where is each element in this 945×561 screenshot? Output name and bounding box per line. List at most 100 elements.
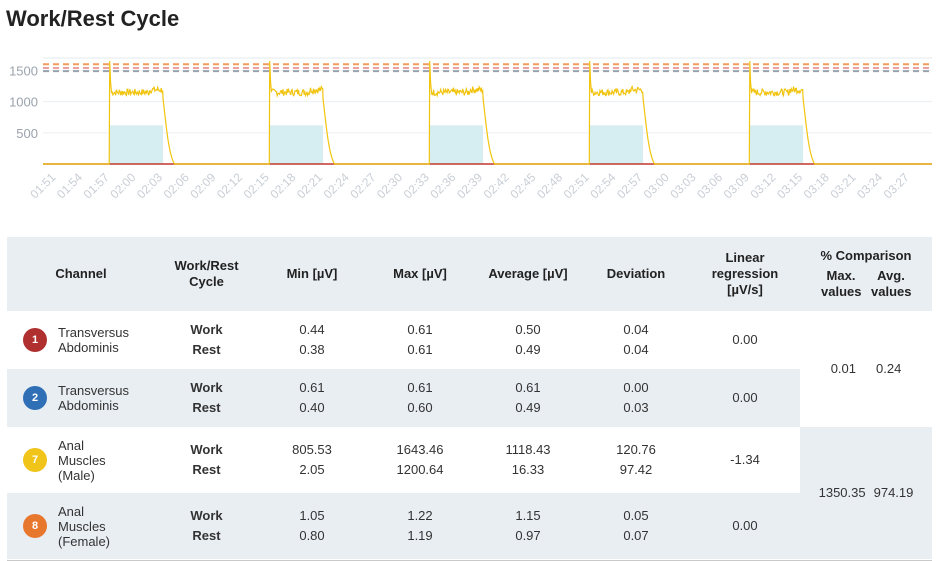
y-tick-label: 1000 [9,95,38,110]
x-tick-label: 02:09 [187,170,218,201]
dev-work: 0.04 [623,322,649,337]
x-tick-label: 02:15 [241,170,272,201]
y-tick-label: 500 [16,126,38,141]
dev-rest: 97.42 [619,462,653,477]
min-rest: 0.40 [299,400,325,415]
channel-badge: 7 [23,448,47,472]
header-max: Max [µV] [366,237,474,311]
work-period-band [749,125,804,164]
table-row: 8 Anal Muscles (Female) Work Rest 1.05 0.80… [7,493,932,559]
table-header-row: Channel Work/Rest Cycle Min [µV] Max [µV… [7,237,932,311]
cycle-work: Work [190,380,223,395]
y-tick-label: 1500 [9,63,38,78]
avg-rest: 0.49 [515,342,541,357]
min-work: 805.53 [292,442,332,457]
avg-rest: 16.33 [511,462,545,477]
max-work: 1643.46 [396,442,444,457]
avg-work: 0.61 [515,380,541,395]
cycle-rest: Rest [192,400,221,415]
cycle-work: Work [190,508,223,523]
max-rest: 0.60 [407,400,433,415]
header-deviation: Deviation [582,237,690,311]
work-period-band [269,125,324,164]
x-tick-label: 01:54 [54,170,85,201]
x-tick-label: 01:51 [27,170,58,201]
x-tick-label: 02:06 [161,170,192,201]
table-row: 7 Anal Muscles (Male) Work Rest 805.53 2.05… [7,427,932,559]
linear-regression-value: 0.00 [690,311,800,369]
avg-rest: 0.49 [515,400,541,415]
x-tick-label: 03:18 [801,170,832,201]
min-rest: 0.80 [299,528,325,543]
header-channel: Channel [7,237,155,311]
comparison-avg-value: 0.24 [876,361,902,376]
header-comparison-avg: Avg. values [871,268,912,299]
min-rest: 2.05 [299,462,325,477]
x-tick-label: 02:24 [321,170,352,201]
x-tick-label: 03:09 [721,170,752,201]
comparison-avg-value: 974.19 [873,485,914,500]
cycle-work: Work [190,322,223,337]
x-tick-label: 03:00 [641,170,672,201]
channel-name: Anal Muscles (Male) [58,437,106,483]
work-period-band [109,125,164,164]
avg-work: 1.15 [515,508,541,523]
channel-badge: 8 [23,514,47,538]
table-row: 1 Transversus Abdominis Work Rest 0.44 0.38… [7,311,932,427]
header-comparison-title: % Comparison [820,248,912,263]
x-tick-label: 02:03 [134,170,165,201]
x-tick-label: 02:57 [614,170,645,201]
cycle-rest: Rest [192,528,221,543]
x-tick-label: 03:12 [747,170,778,201]
x-tick-label: 02:54 [587,170,618,201]
page-title: Work/Rest Cycle [6,6,180,31]
x-tick-label: 02:12 [214,170,245,201]
cycle-rest: Rest [192,462,221,477]
x-tick-label: 02:42 [481,170,512,201]
signal-line [43,61,932,165]
channel-name: Transversus Abdominis [58,383,130,413]
max-work: 1.22 [407,508,433,523]
dev-rest: 0.04 [623,342,649,357]
x-tick-label: 02:30 [374,170,405,201]
cycle-rest: Rest [192,342,221,357]
x-tick-label: 02:51 [561,170,592,201]
x-tick-label: 03:03 [667,170,698,201]
x-tick-label: 02:18 [267,170,298,201]
x-tick-label: 02:45 [507,170,538,201]
comparison-max-value: 0.01 [830,361,856,376]
x-tick-label: 03:24 [854,170,885,201]
linear-regression-value: -1.34 [690,427,800,493]
linear-regression-value: 0.00 [690,369,800,427]
min-rest: 0.38 [299,342,325,357]
x-tick-label: 02:00 [107,170,138,201]
channel-name: Transversus Abdominis [58,325,130,355]
work-rest-chart: 1500100050001:5101:5401:5702:0002:0302:0… [9,57,932,201]
header-linear-regression: Linear regression [µV/s] [690,237,800,311]
max-rest: 1200.64 [396,462,444,477]
work-period-band [589,125,644,164]
dev-rest: 0.07 [623,528,649,543]
header-comparison-max: Max. values [821,268,862,299]
x-tick-label: 02:21 [294,170,325,201]
dev-work: 0.00 [623,380,649,395]
header-comparison: % Comparison Max. values Avg. values [800,237,932,311]
linear-regression-value: 0.00 [690,493,800,559]
avg-work: 0.50 [515,322,541,337]
work-period-band [429,125,484,164]
avg-rest: 0.97 [515,528,541,543]
channel-badge: 1 [23,328,47,352]
max-rest: 0.61 [407,342,433,357]
dev-rest: 0.03 [623,400,649,415]
header-average: Average [µV] [474,237,582,311]
dev-work: 120.76 [616,442,656,457]
max-work: 0.61 [407,322,433,337]
min-work: 1.05 [299,508,325,523]
comparison-max-value: 1350.35 [818,485,866,500]
channel-badge: 2 [23,386,47,410]
min-work: 0.61 [299,380,325,395]
x-tick-label: 02:33 [401,170,432,201]
table-row: 2 Transversus Abdominis Work Rest 0.61 0.40… [7,369,932,427]
header-min: Min [µV] [258,237,366,311]
x-tick-label: 02:36 [427,170,458,201]
